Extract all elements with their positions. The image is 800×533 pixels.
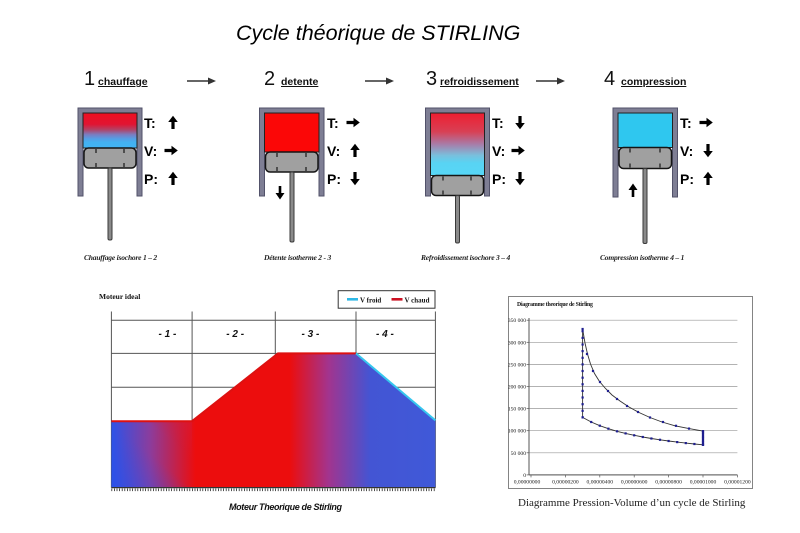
svg-text:100 000: 100 000 [508,429,526,435]
svg-text:50 000: 50 000 [511,451,527,457]
svg-text:150 000: 150 000 [508,407,526,413]
svg-text:0,00000800: 0,00000800 [655,480,682,486]
svg-text:0,00000200: 0,00000200 [552,480,579,486]
svg-text:0,00001000: 0,00001000 [690,480,717,486]
svg-text:200 000: 200 000 [508,385,526,391]
svg-text:0,00000400: 0,00000400 [587,480,614,486]
svg-text:Diagramme theorique de Stirlin: Diagramme theorique de Stirling [517,302,593,308]
svg-text:0,00000600: 0,00000600 [621,480,648,486]
svg-text:V chaud: V chaud [405,297,430,305]
svg-text:0: 0 [523,473,526,479]
svg-text:0,00000000: 0,00000000 [514,480,541,486]
svg-text:350 000: 350 000 [508,318,526,324]
svg-text:300 000: 300 000 [508,340,526,346]
svg-text:0,00001200: 0,00001200 [724,480,751,486]
svg-text:V froid: V froid [360,297,381,305]
svg-text:250 000: 250 000 [508,362,526,368]
